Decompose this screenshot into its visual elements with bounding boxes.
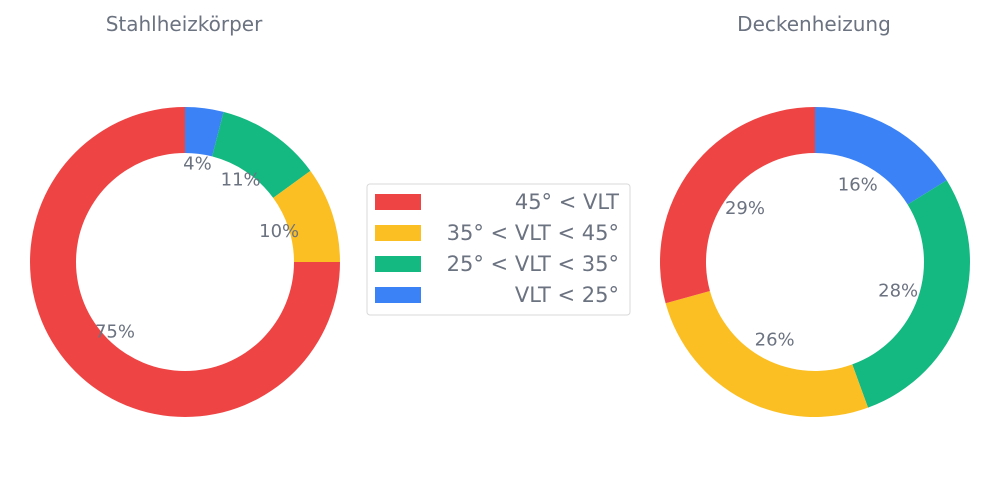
legend-frame — [366, 183, 631, 316]
donut-slice — [852, 180, 970, 408]
donut-slice — [273, 170, 340, 262]
slice-percent-label: 75% — [95, 322, 135, 343]
donut-chart-deckenheizung: Deckenheizung 16% 28% 26% 29% — [660, 12, 970, 417]
donut-slice — [815, 107, 947, 205]
legend-swatch — [375, 256, 421, 272]
legend-entry: 25° < VLT < 35° — [375, 252, 619, 276]
donut-slice — [665, 291, 869, 417]
slice-percent-label: 10% — [259, 221, 299, 242]
slice-percent-label: 11% — [221, 170, 261, 191]
chart-title: Stahlheizkörper — [106, 12, 263, 36]
slice-percent-label: 28% — [878, 280, 918, 301]
slice-percent-label: 4% — [183, 153, 212, 174]
slice-percent-label: 16% — [838, 175, 878, 196]
legend: 45° < VLT 35° < VLT < 45° 25° < VLT < 35… — [366, 183, 631, 316]
legend-swatch — [375, 225, 421, 241]
legend-label: 45° < VLT — [515, 190, 619, 214]
legend-swatch — [375, 194, 421, 210]
donut-slice — [212, 111, 311, 198]
donut-slice — [30, 107, 340, 417]
slice-percent-label: 29% — [725, 198, 765, 219]
legend-entry: 45° < VLT — [375, 190, 619, 214]
donut-chart-stahlheizkoerper: Stahlheizkörper 4% 11% 10% 75% — [30, 12, 340, 417]
donut-slice — [185, 107, 224, 157]
legend-label: VLT < 25° — [515, 283, 619, 307]
slice-percent-label: 26% — [755, 330, 795, 351]
legend-label: 35° < VLT < 45° — [447, 221, 619, 245]
legend-entry: 35° < VLT < 45° — [375, 221, 619, 245]
chart-title: Deckenheizung — [737, 12, 891, 36]
legend-label: 25° < VLT < 35° — [447, 252, 619, 276]
legend-swatch — [375, 287, 421, 303]
legend-entry: VLT < 25° — [375, 283, 619, 307]
donut-slice — [660, 107, 815, 304]
